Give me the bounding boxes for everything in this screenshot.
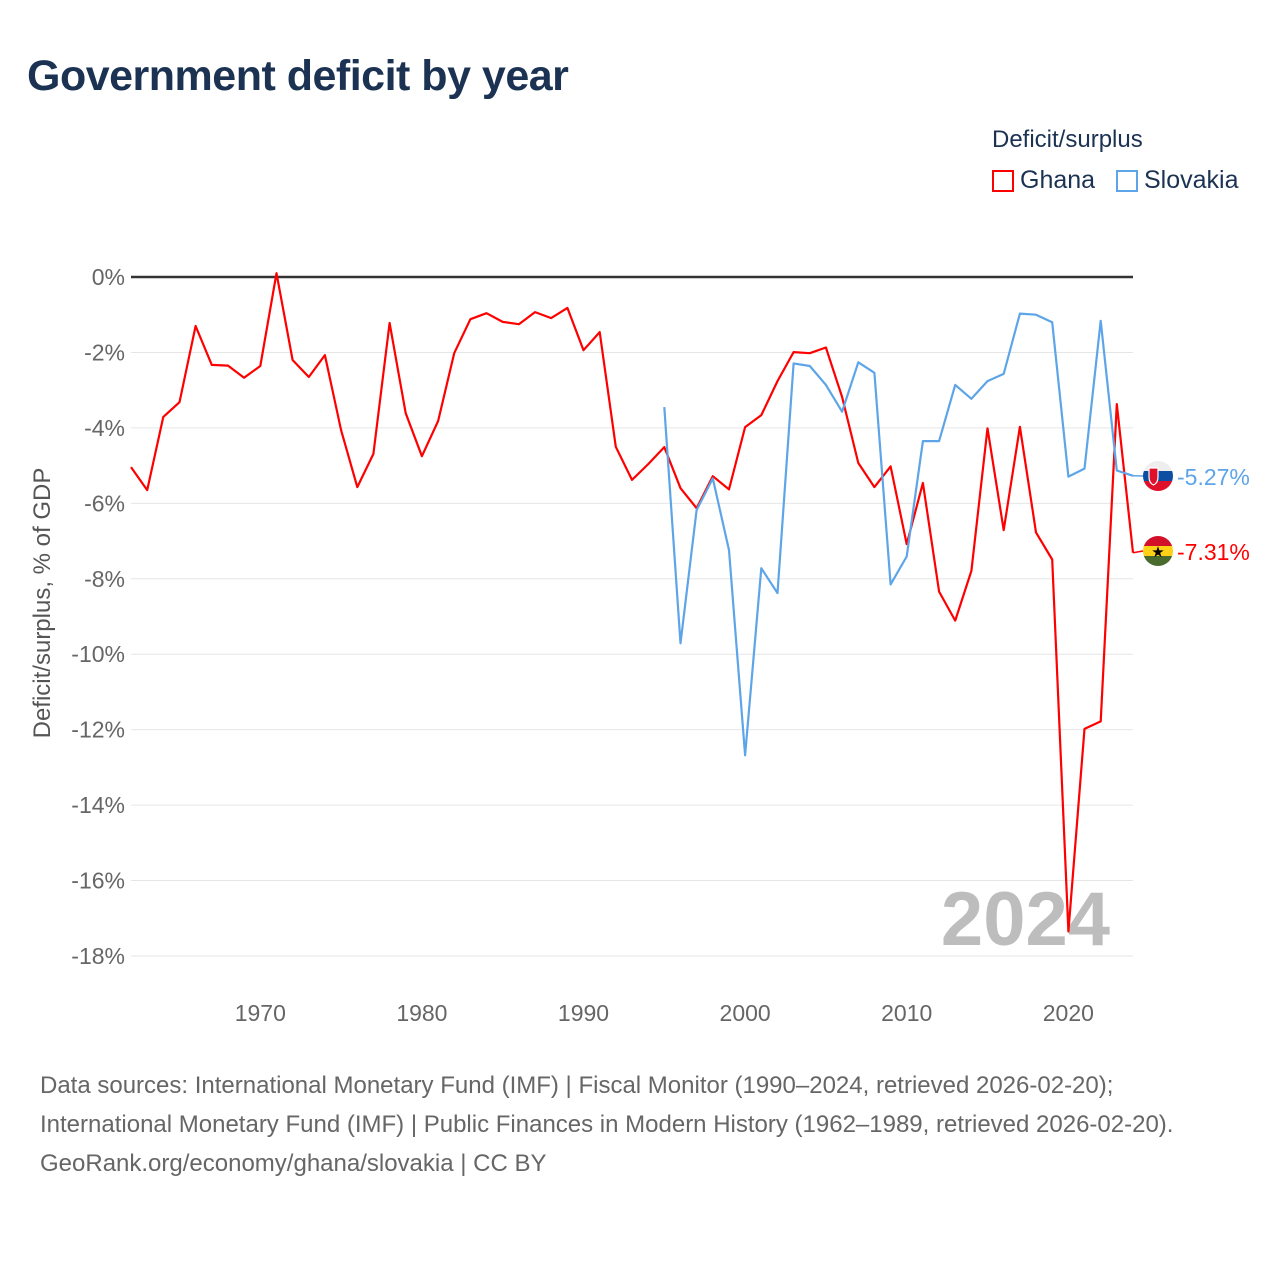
flag-stripe <box>1143 556 1173 566</box>
shield-icon <box>1148 467 1159 486</box>
year-watermark: 2024 <box>941 877 1110 962</box>
y-tick-label: -2% <box>84 339 125 365</box>
y-tick-label: -8% <box>84 566 125 592</box>
legend-title: Deficit/surplus <box>992 126 1143 153</box>
legend-swatch-ghana <box>992 169 1014 192</box>
star-icon: ★ <box>1151 544 1164 561</box>
flag-slovakia-icon <box>1143 461 1173 491</box>
flag-ghana-icon: ★ <box>1143 536 1173 566</box>
y-tick-label: -4% <box>84 415 125 441</box>
x-tick-label: 1970 <box>235 1000 286 1026</box>
y-axis-title: Deficit/surplus, % of GDP <box>29 468 56 739</box>
legend-swatch-slovakia <box>1116 169 1138 192</box>
series-line-slovakia <box>663 312 1134 757</box>
y-tick-label: 0% <box>92 264 125 290</box>
y-tick-label: -14% <box>71 792 125 818</box>
x-tick-label: 1990 <box>558 1000 609 1026</box>
y-tick-label: -6% <box>84 490 125 516</box>
y-tick-label: -16% <box>71 868 125 894</box>
legend-label: Ghana <box>1020 166 1096 194</box>
x-tick-label: 2010 <box>881 1000 932 1026</box>
x-tick-label: 1980 <box>396 1000 447 1026</box>
end-value-label: -5.27% <box>1177 464 1250 490</box>
flag-stripe <box>1143 461 1173 472</box>
legend-item-slovakia[interactable]: Slovakia <box>1116 166 1239 195</box>
flag-stripe <box>1143 546 1173 557</box>
chart-title: Government deficit by year <box>27 52 569 100</box>
x-tick-label: 2020 <box>1043 1000 1094 1026</box>
y-tick-label: -18% <box>71 943 125 969</box>
legend-label: Slovakia <box>1144 166 1239 194</box>
y-tick-label: -12% <box>71 717 125 743</box>
x-tick-label: 2000 <box>720 1000 771 1026</box>
footer: Data sources: International Monetary Fun… <box>40 1066 1240 1183</box>
end-connector <box>1132 550 1144 554</box>
credit-link[interactable]: GeoRank.org/economy/ghana/slovakia | CC … <box>40 1150 547 1177</box>
legend-item-ghana[interactable]: Ghana <box>992 166 1095 195</box>
y-tick-label: -10% <box>71 641 125 667</box>
series-line-ghana <box>130 272 1135 933</box>
flag-stripe <box>1143 481 1173 491</box>
flag-stripe <box>1143 536 1173 547</box>
data-sources: Data sources: International Monetary Fun… <box>40 1072 1174 1138</box>
end-value-label: -7.31% <box>1177 539 1250 565</box>
line-chart: 0% -2% -4% -6% -8% -10% -12% -14% -16% -18% 1970 19… <box>29 264 1250 1026</box>
